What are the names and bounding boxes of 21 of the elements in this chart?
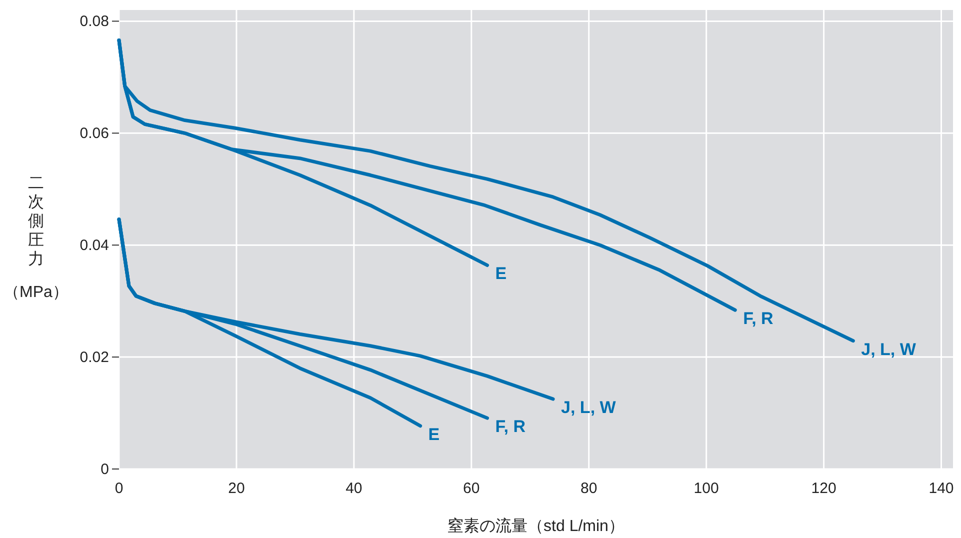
- x-axis-title: 窒素の流量（std L/min）: [448, 517, 624, 535]
- y-tick-label: 0.06: [80, 125, 109, 142]
- y-tick-label: 0.02: [80, 349, 109, 366]
- series-label: E: [495, 264, 507, 284]
- series-label: J, L, W: [861, 340, 917, 359]
- x-tick-label: 0: [114, 480, 124, 497]
- x-tick-label: 120: [811, 480, 836, 497]
- series-label: F, R: [495, 417, 526, 436]
- y-tick-label: 0: [100, 461, 109, 478]
- x-tick-label: 100: [694, 480, 719, 497]
- x-tick-label: 40: [346, 480, 362, 497]
- x-tick-label: 140: [928, 480, 954, 497]
- x-tick-label: 80: [580, 480, 598, 497]
- x-tick-label: 20: [228, 480, 245, 497]
- series-label: E: [428, 424, 440, 444]
- series-label: F, R: [743, 309, 774, 328]
- series-label: J, L, W: [561, 398, 617, 418]
- y-axis-title: 二次側圧力（MPa）: [4, 175, 68, 301]
- y-tick-label: 0.04: [80, 237, 109, 254]
- y-tick-label: 0.08: [80, 13, 109, 30]
- x-tick-label: 60: [463, 480, 480, 497]
